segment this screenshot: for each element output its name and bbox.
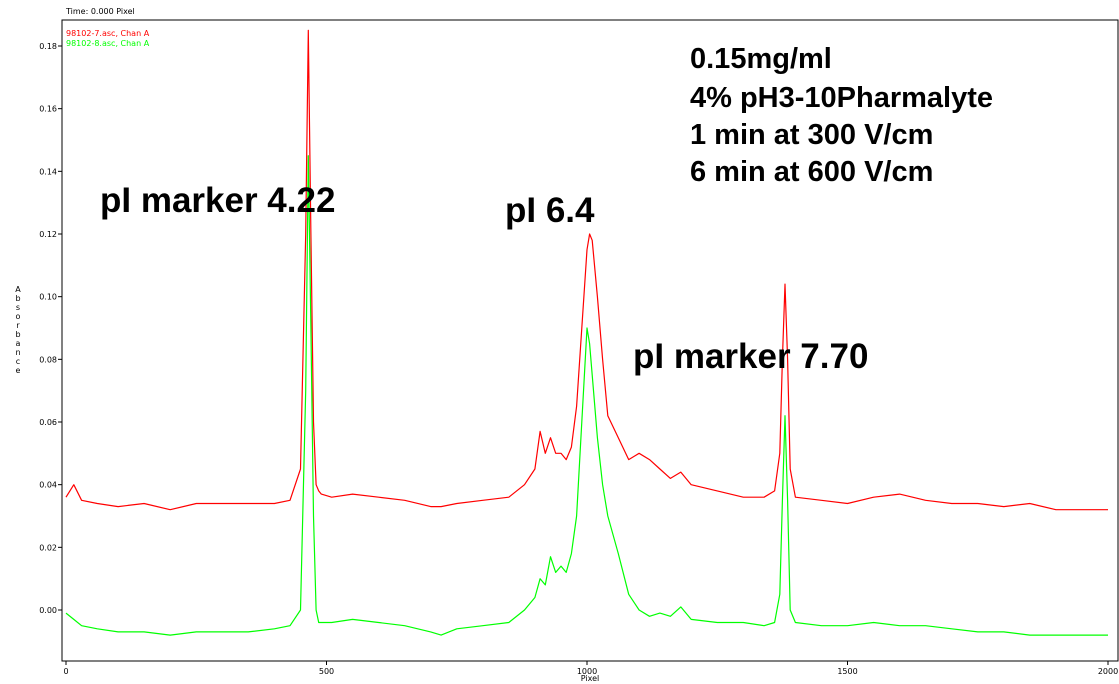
series-line-green — [65, 155, 1108, 636]
y-axis-label-letter: b — [15, 294, 20, 303]
y-tick-label: 0.04 — [39, 481, 57, 490]
y-axis-label-letter: a — [16, 339, 21, 348]
annotation-pi-marker-422: pI marker 4.22 — [100, 181, 335, 220]
x-tick-label: 500 — [319, 667, 334, 676]
condition-pharmalyte: 4% pH3-10Pharmalyte — [690, 82, 993, 114]
y-axis-label-letter: r — [16, 321, 20, 330]
legend-entry-red: 98102-7.asc, Chan A — [66, 29, 150, 38]
y-axis-label-letter: s — [16, 303, 20, 312]
x-tick-label: 1500 — [837, 667, 857, 676]
plot-frame — [61, 19, 1119, 662]
y-tick-label: 0.14 — [39, 167, 57, 176]
y-axis-label-letter: A — [15, 285, 21, 294]
x-tick-label: 2000 — [1098, 667, 1118, 676]
y-tick-label: 0.00 — [39, 606, 57, 615]
series-line-red — [65, 29, 1108, 511]
x-axis-label: Pixel — [581, 674, 600, 683]
time-readout: Time: 0.000 Pixel — [65, 7, 135, 16]
y-axis: 0.00 0.02 0.04 0.06 0.08 0.10 0.12 0.14 0.16 0.18 — [39, 42, 62, 615]
y-axis-label-letter: n — [15, 348, 20, 357]
y-tick-label: 0.02 — [39, 543, 57, 552]
legend-entry-green: 98102-8.asc, Chan A — [66, 39, 150, 48]
y-axis-label-letter: o — [16, 312, 21, 321]
y-tick-label: 0.10 — [39, 293, 57, 302]
annotation-pi-marker-770: pI marker 7.70 — [633, 337, 868, 376]
condition-concentration: 0.15mg/ml — [690, 43, 832, 75]
y-tick-label: 0.08 — [39, 355, 57, 364]
x-axis: 0 500 1000 1500 2000 — [63, 661, 1118, 676]
annotation-pi-64: pI 6.4 — [505, 191, 595, 230]
y-axis-label-letter: c — [16, 357, 20, 366]
x-tick-label: 1000 — [577, 667, 597, 676]
condition-600-vcm: 6 min at 600 V/cm — [690, 156, 933, 188]
y-tick-label: 0.06 — [39, 418, 57, 427]
series-layer — [65, 29, 1108, 636]
y-axis-label-letter: e — [16, 366, 21, 375]
y-tick-label: 0.16 — [39, 105, 57, 114]
condition-300-vcm: 1 min at 300 V/cm — [690, 119, 933, 151]
x-tick-label: 0 — [63, 667, 68, 676]
y-axis-label-letter: b — [15, 330, 20, 339]
y-tick-label: 0.18 — [39, 42, 57, 51]
y-tick-label: 0.12 — [39, 230, 57, 239]
